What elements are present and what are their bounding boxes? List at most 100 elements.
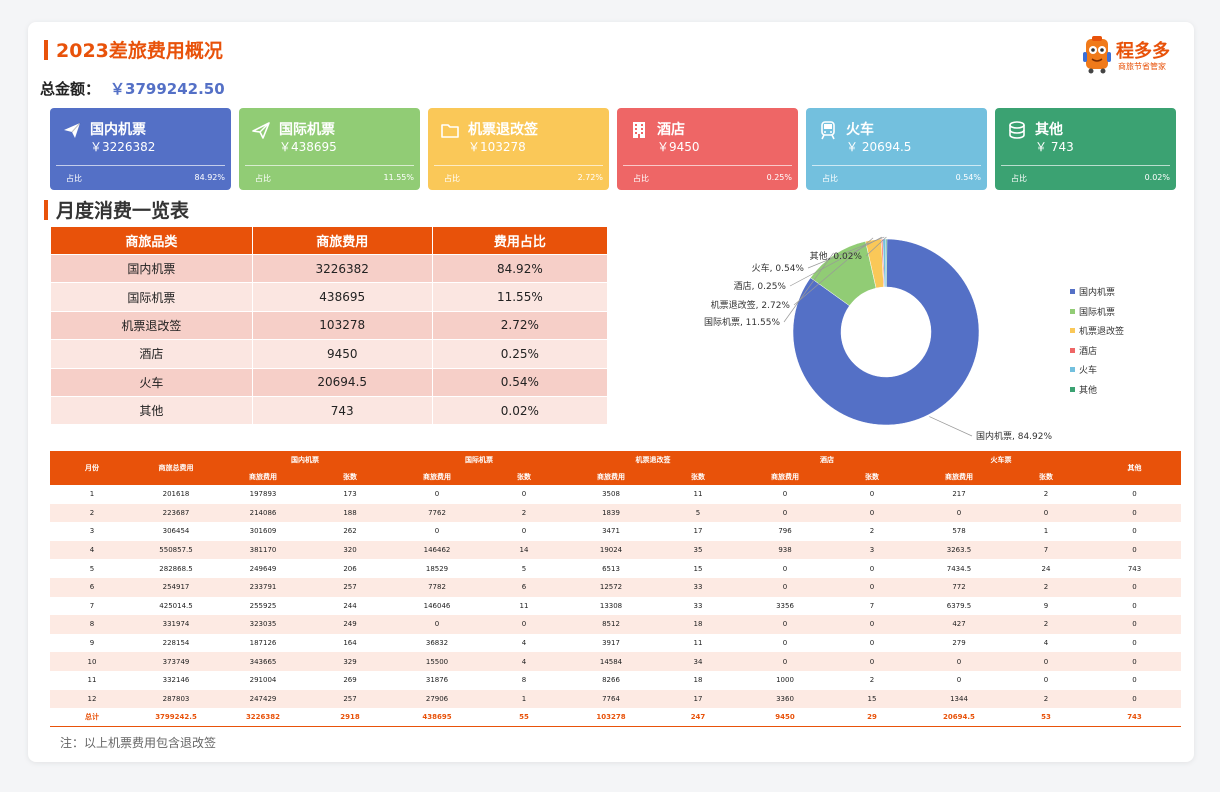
- card-value: ￥ 743: [1035, 140, 1074, 154]
- detail-cell: 3: [830, 540, 914, 560]
- detail-row: 1 201618 197893 173 0 0 3508 11 0 0 217 2 0: [50, 485, 1181, 504]
- detail-cell: 323035: [218, 615, 308, 634]
- summary-cell: 酒店: [50, 339, 253, 369]
- detail-cell: 1: [482, 689, 566, 709]
- detail-row: 10 373749 343665 329 15500 4 14584 34 0 0 0 0 0: [50, 652, 1181, 671]
- card-title: 酒店: [657, 122, 685, 138]
- detail-cell: 329: [308, 652, 392, 671]
- detail-sub-header-row: 商旅费用 张数 商旅费用 张数 商旅费用 张数 商旅费用 张数 商旅费用 张数: [50, 468, 1181, 485]
- detail-cell: 0: [392, 615, 482, 634]
- page-title-text: 2023差旅费用概况: [56, 40, 223, 62]
- detail-cell: 255925: [218, 596, 308, 616]
- summary-cell: 84.92%: [431, 253, 609, 284]
- category-cards: 国内机票 ￥3226382 占比 84.92% 国际机票 ￥438695 占比 11.55% 机…: [50, 108, 1176, 190]
- card-value: ￥3226382: [90, 140, 156, 154]
- page-title: 2023差旅费用概况: [44, 36, 223, 63]
- detail-cell: 249649: [218, 559, 308, 578]
- detail-row: 4 550857.5 381170 320 146462 14 19024 35 938 3 326…: [50, 540, 1181, 560]
- detail-cell: 146046: [392, 596, 482, 616]
- summary-cell: 0.25%: [431, 339, 609, 369]
- detail-cell: 772: [914, 577, 1004, 597]
- detail-sub-header: 商旅费用: [914, 468, 1004, 485]
- detail-cell: 2: [1004, 485, 1088, 504]
- detail-header-total: 商旅总费用: [134, 451, 218, 485]
- summary-cell: 国际机票: [50, 282, 253, 312]
- detail-cell: 0: [392, 485, 482, 504]
- plane-icon: [64, 122, 81, 138]
- detail-cell: 0: [1088, 670, 1181, 690]
- detail-cell: 197893: [218, 485, 308, 504]
- category-card: 酒店 ￥9450 占比 0.25%: [617, 108, 798, 190]
- detail-cell: 1: [1004, 522, 1088, 541]
- detail-cell: 5: [656, 503, 740, 523]
- detail-cell: 0: [830, 503, 914, 523]
- detail-cell: 35: [656, 540, 740, 560]
- detail-cell: 15: [830, 689, 914, 709]
- detail-cell: 2: [830, 522, 914, 541]
- detail-cell: 7: [50, 596, 134, 616]
- detail-cell: 10: [50, 652, 134, 671]
- detail-cell: 743: [1088, 559, 1181, 578]
- summary-cell: 3226382: [251, 253, 433, 284]
- detail-cell: 1000: [740, 670, 830, 690]
- detail-cell: 188: [308, 503, 392, 523]
- detail-cell: 14: [482, 540, 566, 560]
- detail-cell: 206: [308, 559, 392, 578]
- detail-total-cell: 55: [482, 708, 566, 728]
- detail-cell: 12572: [566, 577, 656, 597]
- legend-item: 其他: [1070, 380, 1124, 400]
- detail-cell: 0: [914, 503, 1004, 523]
- detail-cell: 0: [1088, 652, 1181, 671]
- label-leader-line: [807, 236, 885, 269]
- card-value: ￥9450: [657, 140, 700, 154]
- total-value: ￥3799242.50: [110, 80, 225, 98]
- summary-row: 火车 20694.5 0.54%: [50, 367, 609, 397]
- label-leader-line: [789, 236, 883, 287]
- detail-sub-header: 张数: [308, 468, 392, 485]
- card-ratio-label: 占比: [255, 174, 271, 183]
- detail-cell: 6379.5: [914, 596, 1004, 616]
- detail-cell: 0: [830, 615, 914, 634]
- card-divider: [812, 165, 981, 166]
- category-card: 其他 ￥ 743 占比 0.02%: [995, 108, 1176, 190]
- summary-table: 商旅品类 商旅费用 费用占比 国内机票 3226382 84.92% 国际机票 438695…: [50, 226, 609, 426]
- detail-cell: 3: [50, 522, 134, 541]
- detail-group-header: 火车票: [914, 451, 1088, 468]
- detail-cell: 331974: [134, 615, 218, 634]
- card-title: 国内机票: [90, 122, 146, 138]
- detail-sub-header: 商旅费用: [740, 468, 830, 485]
- detail-cell: 0: [1088, 689, 1181, 709]
- detail-cell: 287803: [134, 689, 218, 709]
- detail-cell: 0: [740, 652, 830, 671]
- detail-row: 3 306454 301609 262 0 0 3471 17 796 2 578 1 0: [50, 522, 1181, 541]
- summary-cell: 103278: [251, 310, 433, 341]
- legend-label: 国际机票: [1079, 307, 1116, 318]
- category-card: 国际机票 ￥438695 占比 11.55%: [239, 108, 420, 190]
- legend-label: 其他: [1079, 385, 1098, 396]
- detail-cell: 4: [50, 540, 134, 560]
- summary-row: 国际机票 438695 11.55%: [50, 282, 609, 312]
- detail-cell: 0: [1088, 596, 1181, 616]
- detail-cell: 244: [308, 596, 392, 616]
- summary-row: 机票退改签 103278 2.72%: [50, 310, 609, 341]
- legend-label: 火车: [1079, 366, 1098, 377]
- detail-cell: 201618: [134, 485, 218, 504]
- legend-item: 机票退改签: [1070, 321, 1124, 341]
- detail-cell: 2: [1004, 615, 1088, 634]
- detail-total-cell: 103278: [566, 708, 656, 728]
- detail-cell: 0: [740, 485, 830, 504]
- card-ratio: 0.54%: [955, 173, 981, 182]
- legend-swatch: [1070, 328, 1075, 334]
- detail-total-cell: 247: [656, 708, 740, 728]
- detail-sub-header: 张数: [482, 468, 566, 485]
- detail-cell: 5: [482, 559, 566, 578]
- legend-swatch: [1070, 289, 1075, 295]
- detail-sub-header: 张数: [1004, 468, 1088, 485]
- legend-item: 国内机票: [1070, 282, 1124, 302]
- slice-label: 国际机票, 11.55%: [704, 316, 780, 328]
- brand-name: 程多多: [1116, 41, 1170, 62]
- detail-cell: 11: [656, 633, 740, 653]
- legend-label: 酒店: [1079, 346, 1098, 357]
- detail-cell: 6: [482, 577, 566, 597]
- detail-cell: 24: [1004, 559, 1088, 578]
